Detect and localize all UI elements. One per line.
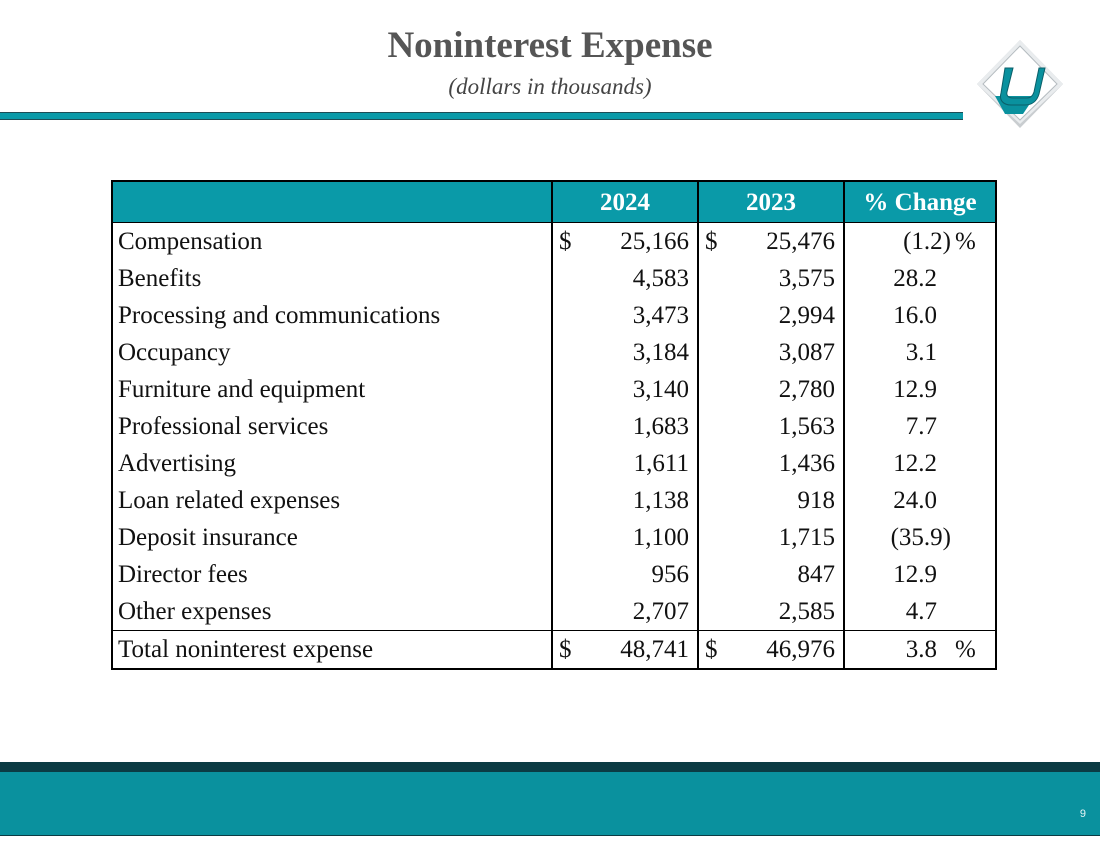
currency-symbol: $ — [705, 636, 718, 663]
value-2024: 956 — [651, 561, 690, 588]
value-2023: 847 — [797, 561, 836, 588]
pct-change-value: 3.8 — [905, 636, 937, 663]
pct-change-value: 12.2 — [893, 450, 937, 477]
value-2023: 1,715 — [778, 524, 835, 551]
value-2023: 25,476 — [766, 228, 835, 255]
pct-change-value: 12.9 — [893, 376, 937, 403]
value-2024: 3,140 — [632, 376, 689, 403]
currency-symbol: $ — [705, 228, 718, 255]
row-label: Processing and communications — [111, 297, 552, 334]
header-2024: 2024 — [551, 180, 698, 223]
value-2024: 1,138 — [632, 487, 689, 514]
table-row: Furniture and equipment 3,140 2,780 12.9 — [111, 371, 997, 408]
pct-change-value: 4.7 — [905, 598, 937, 625]
slide-subtitle: (dollars in thousands) — [448, 74, 652, 99]
table-row: Deposit insurance 1,100 1,715 (35.9) — [111, 519, 997, 556]
value-2023: 3,087 — [778, 339, 835, 366]
pct-change-value: (35.9) — [890, 524, 951, 551]
footer-band-dark — [0, 762, 1100, 772]
value-2024: 3,473 — [632, 302, 689, 329]
value-2023: 46,976 — [766, 636, 835, 663]
value-2023: 1,563 — [778, 413, 835, 440]
pct-change-value: 12.9 — [893, 561, 937, 588]
value-2023: 1,436 — [778, 450, 835, 477]
value-2024: 1,611 — [633, 450, 689, 477]
total-row: Total noninterest expense $48,741 $46,976 3… — [111, 630, 997, 670]
header-2023: 2023 — [697, 180, 844, 223]
value-2023: 2,780 — [778, 376, 835, 403]
company-logo-icon — [977, 40, 1063, 128]
value-2023: 918 — [797, 487, 836, 514]
table-row: Other expenses 2,707 2,585 4.7 — [111, 593, 997, 631]
pct-sign: % — [955, 228, 976, 255]
row-label: Total noninterest expense — [111, 630, 552, 670]
row-label: Other expenses — [111, 593, 552, 631]
value-2024: 48,741 — [620, 636, 689, 663]
value-2023: 2,585 — [778, 598, 835, 625]
row-label: Furniture and equipment — [111, 371, 552, 408]
value-2023: 2,994 — [778, 302, 835, 329]
pct-sign: % — [955, 636, 976, 663]
table-row: Processing and communications 3,473 2,994 1… — [111, 297, 997, 334]
pct-change-value: (1.2) — [903, 228, 951, 255]
value-2024: 2,707 — [632, 598, 689, 625]
pct-change-value: 28.2 — [893, 265, 937, 292]
currency-symbol: $ — [559, 636, 572, 663]
row-label: Advertising — [111, 445, 552, 482]
pct-change-value: 3.1 — [905, 339, 937, 366]
table-row: Loan related expenses 1,138 918 24.0 — [111, 482, 997, 519]
header-pct-change: % Change — [843, 180, 997, 223]
table-row: Professional services 1,683 1,563 7.7 — [111, 408, 997, 445]
value-2024: 25,166 — [620, 228, 689, 255]
slide-title: Noninterest Expense — [387, 25, 713, 66]
header-label — [111, 180, 552, 223]
row-label: Loan related expenses — [111, 482, 552, 519]
row-label: Compensation — [111, 222, 552, 260]
table-row: Compensation $25,166 $25,476 (1.2)% — [111, 222, 997, 260]
row-label: Occupancy — [111, 334, 552, 371]
table-row: Benefits 4,583 3,575 28.2 — [111, 260, 997, 297]
table-row: Occupancy 3,184 3,087 3.1 — [111, 334, 997, 371]
row-label: Director fees — [111, 556, 552, 593]
value-2024: 1,100 — [632, 524, 689, 551]
pct-change-value: 7.7 — [905, 413, 937, 440]
header-rule — [0, 112, 963, 120]
footer-band: 9 — [0, 772, 1100, 836]
table-row: Advertising 1,611 1,436 12.2 — [111, 445, 997, 482]
page-number: 9 — [1079, 808, 1086, 820]
row-label: Professional services — [111, 408, 552, 445]
table-header-row: 2024 2023 % Change — [111, 180, 997, 223]
value-2024: 1,683 — [632, 413, 689, 440]
table-row: Director fees 956 847 12.9 — [111, 556, 997, 593]
pct-change-value: 16.0 — [893, 302, 937, 329]
currency-symbol: $ — [559, 228, 572, 255]
pct-change-value: 24.0 — [893, 487, 937, 514]
row-label: Benefits — [111, 260, 552, 297]
value-2024: 4,583 — [632, 265, 689, 292]
noninterest-expense-table: 2024 2023 % Change Compensation $25,166 $2… — [111, 180, 997, 670]
row-label: Deposit insurance — [111, 519, 552, 556]
value-2023: 3,575 — [778, 265, 835, 292]
value-2024: 3,184 — [632, 339, 689, 366]
